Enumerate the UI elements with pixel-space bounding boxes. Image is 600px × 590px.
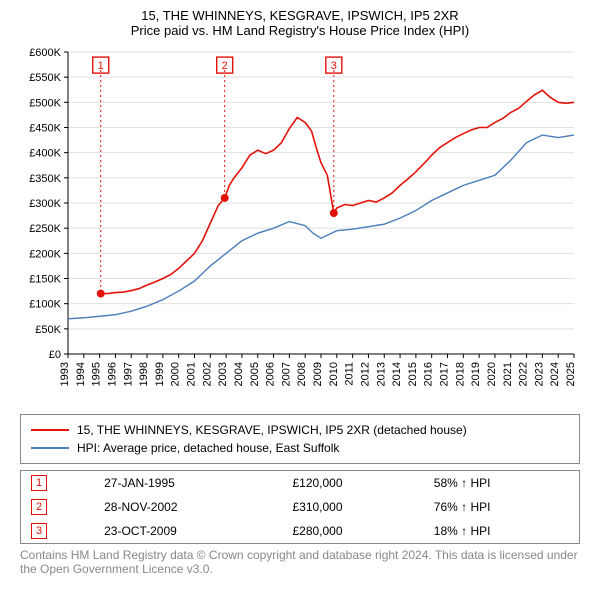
svg-text:2: 2 xyxy=(222,60,228,72)
svg-text:£250K: £250K xyxy=(29,223,61,235)
svg-text:1994: 1994 xyxy=(75,362,87,386)
svg-text:2004: 2004 xyxy=(233,362,245,386)
sale-point xyxy=(221,194,229,202)
svg-text:2015: 2015 xyxy=(407,362,419,386)
svg-text:2017: 2017 xyxy=(439,362,451,386)
chart-container: £0 £50K £100K £150K £200K £250K £300K £350K £400… xyxy=(20,46,580,406)
event-date: 27-JAN-1995 xyxy=(94,471,282,496)
price-chart: £0 £50K £100K £150K £200K £250K £300K £350K £400… xyxy=(20,46,580,406)
footnote: Contains HM Land Registry data © Crown c… xyxy=(20,548,580,576)
svg-text:2002: 2002 xyxy=(201,362,213,386)
svg-text:1996: 1996 xyxy=(106,362,118,386)
event-date: 23-OCT-2009 xyxy=(94,519,282,544)
svg-text:2018: 2018 xyxy=(454,362,466,386)
table-row: 1 27-JAN-1995£120,00058% ↑ HPI xyxy=(21,471,580,496)
svg-text:1997: 1997 xyxy=(122,362,134,386)
sale-point xyxy=(97,290,105,298)
svg-text:2005: 2005 xyxy=(249,362,261,386)
svg-text:2023: 2023 xyxy=(533,362,545,386)
event-date: 28-NOV-2002 xyxy=(94,495,282,519)
svg-text:2007: 2007 xyxy=(280,362,292,386)
legend-item: 15, THE WHINNEYS, KESGRAVE, IPSWICH, IP5… xyxy=(31,421,569,439)
svg-text:2000: 2000 xyxy=(170,362,182,386)
svg-text:£550K: £550K xyxy=(29,72,61,84)
svg-text:1995: 1995 xyxy=(91,362,103,386)
sale-point xyxy=(330,209,338,217)
legend: 15, THE WHINNEYS, KESGRAVE, IPSWICH, IP5… xyxy=(20,414,580,464)
svg-text:£50K: £50K xyxy=(35,324,61,336)
legend-label: HPI: Average price, detached house, East… xyxy=(77,441,339,455)
event-marker-icon: 2 xyxy=(31,499,47,515)
svg-text:2009: 2009 xyxy=(312,362,324,386)
svg-text:£100K: £100K xyxy=(29,299,61,311)
svg-text:2024: 2024 xyxy=(549,362,561,386)
svg-text:2011: 2011 xyxy=(344,362,356,386)
svg-text:2001: 2001 xyxy=(186,362,198,386)
event-price: £280,000 xyxy=(282,519,423,544)
svg-text:1999: 1999 xyxy=(154,362,166,386)
svg-text:£350K: £350K xyxy=(29,173,61,185)
legend-item: HPI: Average price, detached house, East… xyxy=(31,439,569,457)
svg-text:2025: 2025 xyxy=(565,362,577,386)
svg-text:1: 1 xyxy=(98,60,104,72)
chart-title-line1: 15, THE WHINNEYS, KESGRAVE, IPSWICH, IP5… xyxy=(10,8,590,23)
svg-text:2006: 2006 xyxy=(265,362,277,386)
svg-text:2012: 2012 xyxy=(359,362,371,386)
svg-text:2014: 2014 xyxy=(391,362,403,386)
svg-text:£150K: £150K xyxy=(29,274,61,286)
svg-text:2010: 2010 xyxy=(328,362,340,386)
table-row: 3 23-OCT-2009£280,00018% ↑ HPI xyxy=(21,519,580,544)
svg-text:3: 3 xyxy=(331,60,337,72)
svg-text:£0: £0 xyxy=(49,349,61,361)
svg-text:£600K: £600K xyxy=(29,47,61,59)
svg-text:£450K: £450K xyxy=(29,123,61,135)
legend-swatch xyxy=(31,429,69,431)
svg-text:2022: 2022 xyxy=(518,362,530,386)
legend-label: 15, THE WHINNEYS, KESGRAVE, IPSWICH, IP5… xyxy=(77,423,467,437)
svg-text:2016: 2016 xyxy=(423,362,435,386)
event-marker-icon: 1 xyxy=(31,475,47,491)
svg-text:£200K: £200K xyxy=(29,248,61,260)
chart-title-line2: Price paid vs. HM Land Registry's House … xyxy=(10,23,590,38)
svg-text:£500K: £500K xyxy=(29,97,61,109)
svg-text:2019: 2019 xyxy=(470,362,482,386)
svg-text:£300K: £300K xyxy=(29,198,61,210)
svg-text:2021: 2021 xyxy=(502,362,514,386)
svg-text:2003: 2003 xyxy=(217,362,229,386)
svg-text:1998: 1998 xyxy=(138,362,150,386)
svg-text:2020: 2020 xyxy=(486,362,498,386)
event-price: £310,000 xyxy=(282,495,423,519)
svg-text:1993: 1993 xyxy=(59,362,71,386)
events-table: 1 27-JAN-1995£120,00058% ↑ HPI 2 28-NOV-200… xyxy=(20,470,580,544)
svg-text:2008: 2008 xyxy=(296,362,308,386)
event-delta: 58% ↑ HPI xyxy=(424,471,580,496)
svg-text:£400K: £400K xyxy=(29,148,61,160)
svg-text:2013: 2013 xyxy=(375,362,387,386)
table-row: 2 28-NOV-2002£310,00076% ↑ HPI xyxy=(21,495,580,519)
event-price: £120,000 xyxy=(282,471,423,496)
event-delta: 76% ↑ HPI xyxy=(424,495,580,519)
event-delta: 18% ↑ HPI xyxy=(424,519,580,544)
legend-swatch xyxy=(31,447,69,449)
event-marker-icon: 3 xyxy=(31,523,47,539)
